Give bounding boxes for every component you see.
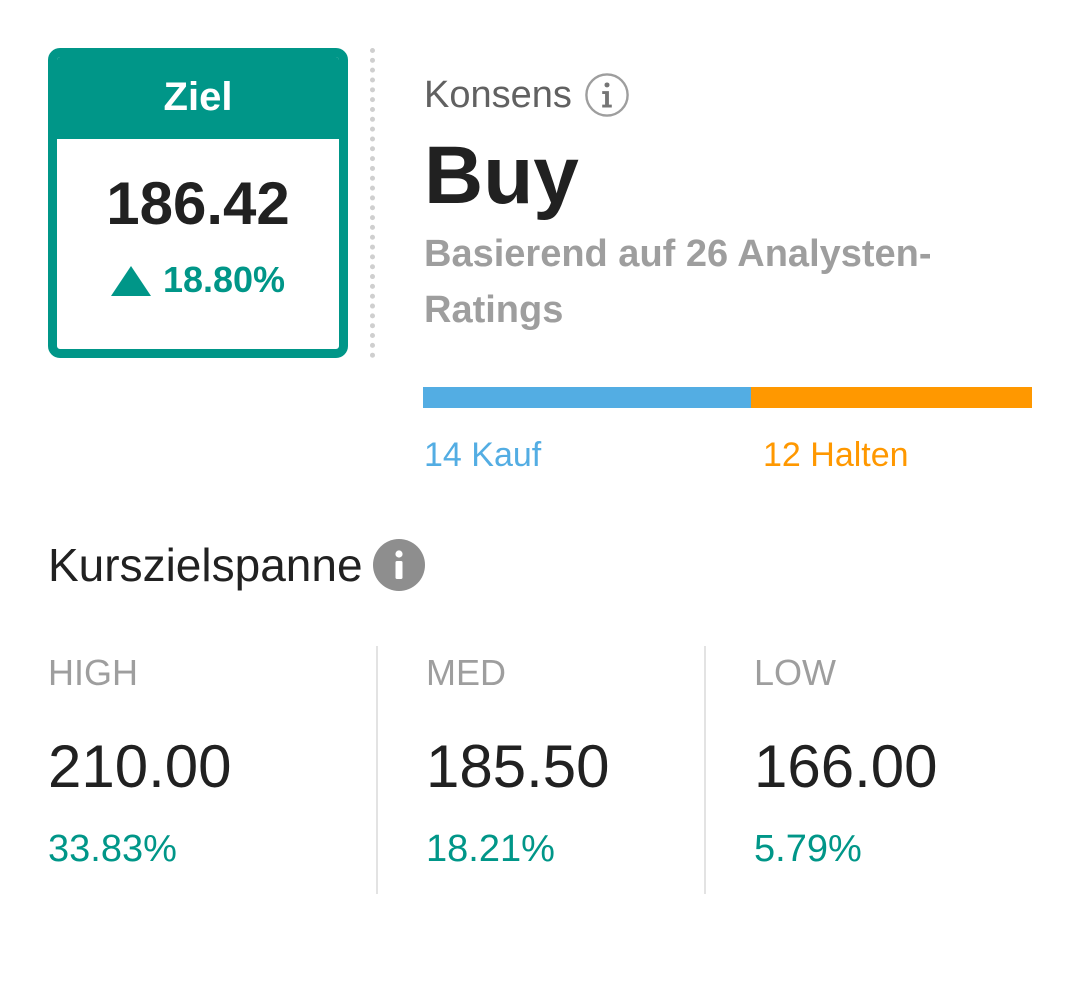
up-triangle-icon: [110, 266, 151, 296]
range-column-low: LOW 166.00 5.79%: [754, 646, 938, 894]
range-low-value: 166.00: [754, 733, 938, 800]
rating-distribution-bar: [423, 387, 1032, 408]
range-title-row: Kurszielspanne: [48, 538, 425, 592]
target-price: 186.42: [106, 170, 290, 237]
rating-bar-buy-segment: [423, 387, 751, 408]
rating-legend-hold: 12 Halten: [763, 436, 909, 474]
target-change-percent: 18.80%: [162, 259, 286, 300]
consensus-rating: Buy: [424, 130, 579, 221]
column-divider: [376, 646, 378, 894]
range-low-percent: 5.79%: [754, 828, 862, 870]
dotted-divider: [370, 48, 375, 358]
rating-bar-hold-segment: [750, 387, 1032, 408]
consensus-label-row: Konsens: [424, 72, 630, 118]
range-high-percent: 33.83%: [48, 828, 177, 870]
info-outline-icon[interactable]: [584, 72, 630, 118]
range-high-value: 210.00: [48, 733, 232, 800]
range-column-high: HIGH 210.00 33.83%: [48, 646, 232, 894]
rating-legend-buy: 14 Kauf: [424, 436, 542, 474]
info-filled-icon[interactable]: [372, 539, 425, 591]
range-med-percent: 18.21%: [426, 828, 555, 870]
consensus-label: Konsens: [424, 73, 572, 116]
range-title: Kurszielspanne: [48, 539, 363, 591]
price-target-card: Ziel 186.42 18.80%: [48, 48, 348, 358]
column-divider: [704, 646, 706, 894]
range-med-value: 185.50: [426, 733, 610, 800]
range-low-label: LOW: [754, 652, 837, 693]
range-column-med: MED 185.50 18.21%: [426, 646, 610, 894]
range-med-label: MED: [426, 652, 506, 693]
target-header: Ziel: [57, 57, 339, 139]
consensus-subtitle: Basierend auf 26 Analysten-Ratings: [424, 233, 932, 331]
target-change: 18.80%: [57, 259, 339, 301]
range-high-label: HIGH: [48, 652, 138, 693]
